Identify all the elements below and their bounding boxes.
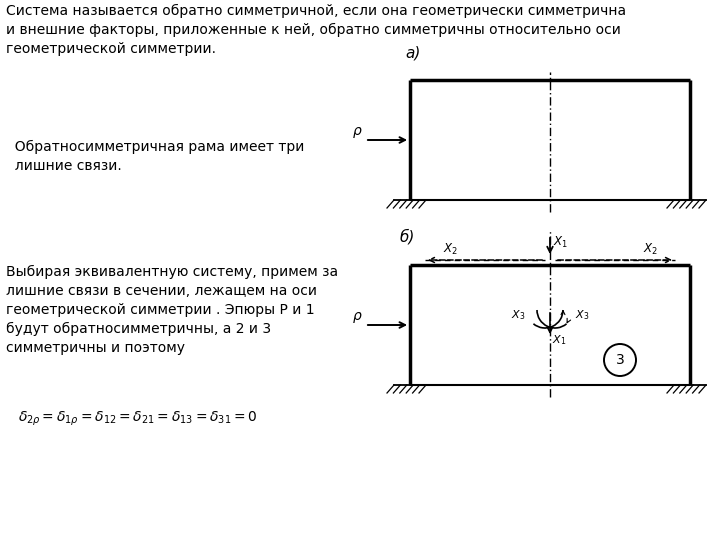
Text: $\delta_{2\rho}=\delta_{1\rho}=\delta_{12}=\delta_{21}=\delta_{13}=\delta_{31}=0: $\delta_{2\rho}=\delta_{1\rho}=\delta_{1… xyxy=(18,410,258,428)
Text: ρ: ρ xyxy=(354,124,362,138)
Text: Выбирая эквивалентную систему, примем за
лишние связи в сечении, лежащем на оси
: Выбирая эквивалентную систему, примем за… xyxy=(6,265,338,355)
Text: $X_3$: $X_3$ xyxy=(510,308,525,322)
Text: $X_2$: $X_2$ xyxy=(642,242,657,257)
Text: $X_2$: $X_2$ xyxy=(443,242,457,257)
Text: $X_3$: $X_3$ xyxy=(575,308,590,322)
Text: ρ: ρ xyxy=(354,309,362,323)
Text: $X_1$: $X_1$ xyxy=(553,235,568,250)
Text: б): б) xyxy=(400,230,415,245)
Text: 3: 3 xyxy=(616,353,624,367)
Text: $X_1$: $X_1$ xyxy=(552,333,567,347)
Text: Система называется обратно симметричной, если она геометрически симметрична
и вн: Система называется обратно симметричной,… xyxy=(6,4,626,56)
Circle shape xyxy=(604,344,636,376)
Text: Обратносимметричная рама имеет три
  лишние связи.: Обратносимметричная рама имеет три лишни… xyxy=(6,140,305,173)
Text: а): а) xyxy=(405,45,420,60)
